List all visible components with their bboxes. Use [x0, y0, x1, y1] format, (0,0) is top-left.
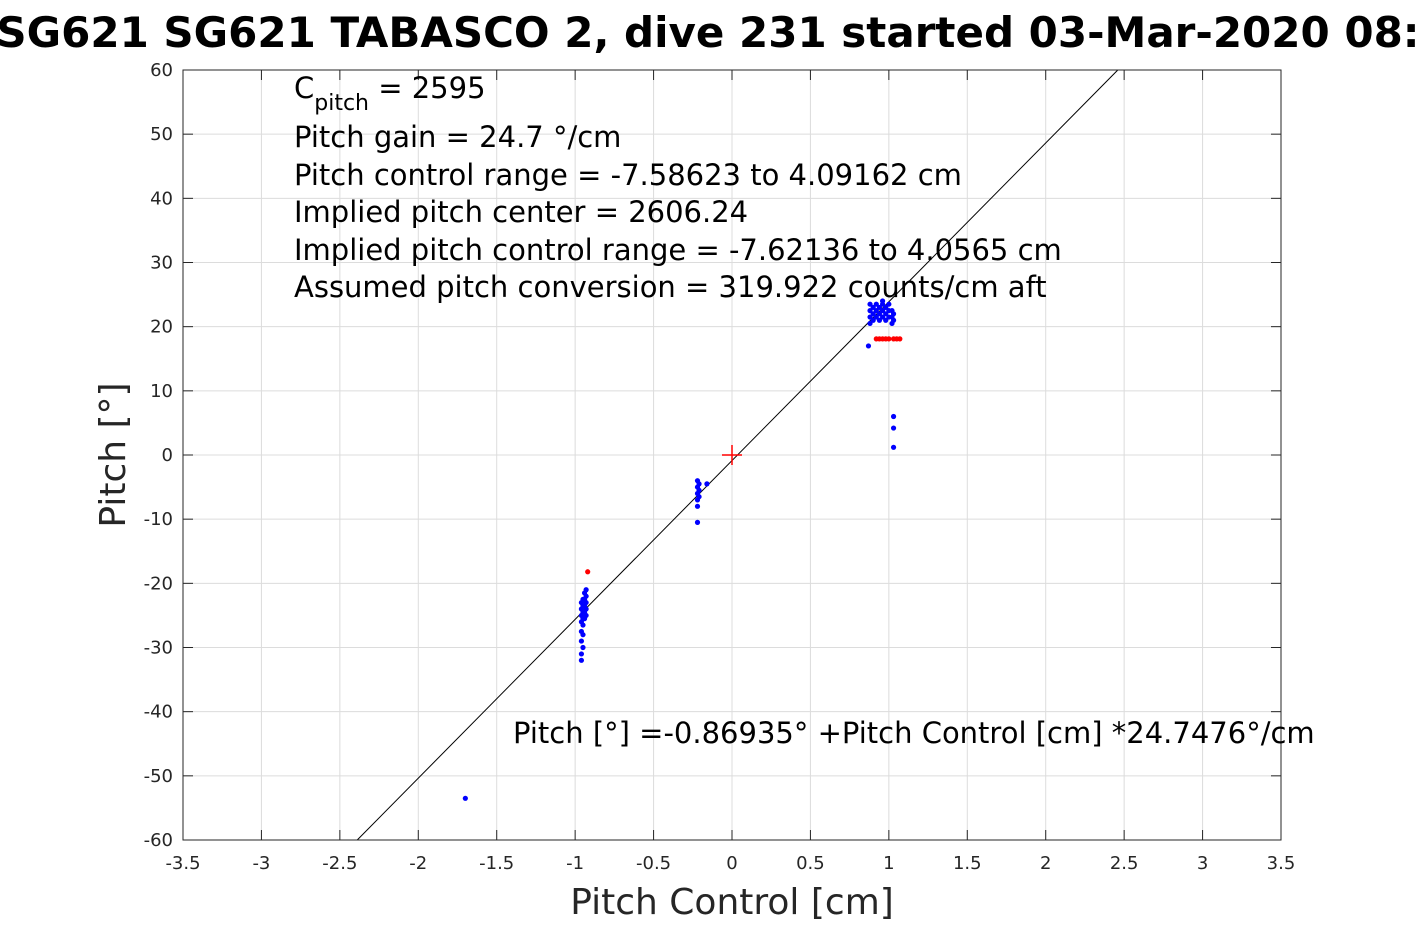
blue-data-point: [704, 481, 710, 487]
x-tick-label: 2.5: [1110, 853, 1139, 874]
blue-data-point: [583, 612, 589, 619]
blue-data-point: [696, 481, 702, 487]
annotation-block: Cpitch = 2595 Pitch gain = 24.7 °/cm Pit…: [294, 71, 1062, 304]
y-axis-label: Pitch [°]: [93, 382, 134, 527]
y-tick-labels: -60 -50 -40 -30 -20 -10 0 10 20 30 40 50 60: [144, 60, 173, 851]
x-tick-label: 1: [883, 853, 894, 874]
blue-data-point: [867, 301, 873, 307]
x-tick-label: -1.5: [479, 853, 514, 874]
x-tick-label: -3: [252, 853, 270, 874]
blue-data-point: [876, 317, 883, 323]
fit-equation-label: Pitch [°] =-0.86935° +Pitch Control [cm]…: [513, 716, 1315, 750]
blue-data-point: [578, 657, 585, 663]
x-tick-label: -3.5: [165, 853, 200, 874]
blue-data-point: [694, 503, 701, 509]
blue-data-point: [873, 301, 879, 307]
blue-data-point: [876, 304, 883, 311]
annotation-pitch-control-range: Pitch control range = -7.58623 to 4.0916…: [294, 158, 962, 192]
blue-data-point: [886, 301, 892, 307]
x-tick-label: 3: [1197, 853, 1208, 874]
y-tick-label: -20: [144, 573, 173, 594]
blue-data-point: [583, 606, 589, 612]
blue-data-point: [879, 314, 886, 320]
y-tick-label: 10: [150, 381, 173, 402]
y-tick-label: 0: [162, 445, 173, 466]
blue-data-point: [867, 314, 873, 320]
y-tick-label: 40: [150, 188, 173, 209]
data-points-layer: [462, 298, 903, 801]
red-data-point: [886, 336, 892, 342]
blue-data-point: [580, 622, 586, 628]
annotation-pitch-gain: Pitch gain = 24.7 °/cm: [294, 120, 621, 154]
blue-data-point: [879, 298, 886, 304]
x-tick-label: 1.5: [953, 853, 982, 874]
chart-title: SG621 SG621 TABASCO 2, dive 231 started …: [0, 8, 1417, 57]
y-tick-label: -40: [144, 702, 173, 723]
blue-data-point: [883, 304, 889, 311]
y-tick-label: -50: [144, 766, 173, 787]
blue-data-point: [583, 593, 589, 599]
y-tick-label: 20: [150, 317, 173, 338]
blue-data-point: [890, 311, 897, 317]
center-marker-layer: [722, 445, 742, 465]
red-data-point: [585, 569, 591, 575]
blue-data-point: [696, 494, 702, 500]
blue-data-point: [580, 632, 586, 638]
blue-data-point: [462, 795, 468, 801]
x-tick-label: -0.5: [636, 853, 671, 874]
annotation-cpitch-symbol: C: [294, 71, 314, 105]
blue-data-point: [890, 444, 897, 450]
x-axis-label: Pitch Control [cm]: [570, 882, 894, 923]
y-tick-label: 60: [150, 60, 173, 81]
y-tick-label: 50: [150, 124, 173, 145]
blue-data-point: [580, 644, 586, 651]
annotation-implied-pitch-center: Implied pitch center = 2606.24: [294, 195, 748, 229]
y-tick-label: -60: [144, 830, 173, 851]
blue-data-point: [873, 308, 879, 314]
x-tick-label: -2: [409, 853, 427, 874]
blue-data-point: [873, 314, 879, 320]
x-tick-label: 2: [1040, 853, 1051, 874]
y-tick-label: -10: [144, 509, 173, 530]
blue-data-point: [578, 651, 585, 657]
blue-data-point: [883, 317, 889, 323]
blue-data-point: [694, 519, 701, 525]
x-tick-label: 0.5: [796, 853, 825, 874]
y-tick-label: -30: [144, 638, 173, 659]
blue-data-point: [870, 317, 876, 323]
blue-data-point: [867, 320, 873, 327]
annotation-cpitch-value: = 2595: [369, 71, 486, 105]
axis-ticks-layer: [182, 69, 1282, 841]
blue-data-point: [583, 587, 589, 593]
x-tick-labels: -3.5 -3 -2.5 -2 -1.5 -1 -0.5 0 0.5 1 1.5 2 2.5 3 3.5: [165, 853, 1295, 874]
annotation-cpitch-subscript: pitch: [314, 91, 369, 116]
annotation-pitch-conversion: Assumed pitch conversion = 319.922 count…: [294, 270, 1047, 304]
blue-data-point: [870, 311, 876, 317]
blue-data-point: [890, 317, 897, 323]
blue-data-point: [876, 311, 883, 317]
x-tick-label: -2.5: [322, 853, 357, 874]
y-tick-label: 30: [150, 253, 173, 274]
x-tick-label: 0: [726, 853, 737, 874]
blue-data-point: [870, 304, 876, 311]
blue-data-point: [879, 308, 886, 314]
blue-data-point: [883, 311, 889, 317]
x-tick-label: -1: [566, 853, 584, 874]
annotation-implied-control-range: Implied pitch control range = -7.62136 t…: [294, 233, 1062, 267]
blue-data-point: [578, 638, 585, 644]
blue-data-point: [696, 487, 702, 493]
annotation-cpitch: Cpitch = 2595: [294, 71, 486, 116]
blue-data-point: [890, 425, 897, 431]
blue-data-point: [867, 308, 873, 314]
blue-data-point: [583, 599, 589, 606]
blue-data-point: [865, 343, 872, 349]
red-data-point: [897, 336, 903, 342]
x-tick-label: 3.5: [1267, 853, 1296, 874]
blue-data-point: [890, 413, 897, 420]
